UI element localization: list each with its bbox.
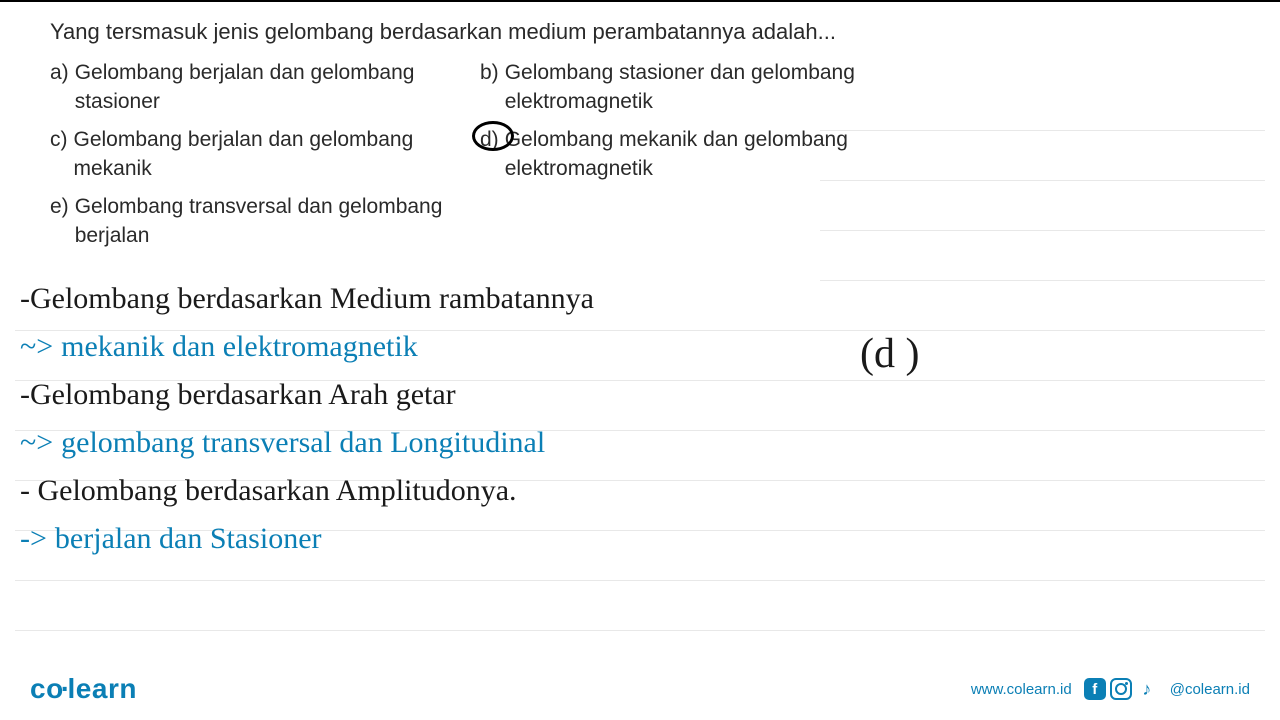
option-a: a) Gelombang berjalan dan gelombang stas… [50, 58, 450, 117]
option-text-d: Gelombang mekanik dan gelombang elektrom… [505, 125, 880, 184]
option-d: d) Gelombang mekanik dan gelombang elekt… [480, 125, 880, 184]
facebook-icon: f [1084, 678, 1106, 700]
option-c: c) Gelombang berjalan dan gelombang meka… [50, 125, 450, 184]
top-border [0, 0, 1280, 2]
option-text-b: Gelombang stasioner dan gelombang elektr… [505, 58, 880, 117]
handwriting-line-6: ->berjalan dan Stasioner [20, 515, 1260, 563]
question-text: Yang tersmasuk jenis gelombang berdasark… [50, 15, 1230, 48]
option-label-d: d) [480, 125, 499, 154]
option-label-c: c) [50, 125, 68, 154]
option-text-e: Gelombang transversal dan gelombang berj… [75, 192, 450, 251]
option-text-c: Gelombang berjalan dan gelombang mekanik [74, 125, 451, 184]
brand-logo: co·learn [30, 673, 137, 705]
footer: co·learn www.colearn.id f ♪ @colearn.id [0, 670, 1280, 720]
handwriting-line-1: -Gelombang berdasarkan Medium rambatanny… [20, 275, 1260, 323]
handwriting-line-5: - Gelombang berdasarkan Amplitudonya. [20, 467, 1260, 515]
option-b: b) Gelombang stasioner dan gelombang ele… [480, 58, 880, 117]
option-label-e: e) [50, 192, 69, 221]
footer-handle: @colearn.id [1170, 681, 1250, 698]
answer-marker: (d ) [860, 330, 919, 378]
question-section: Yang tersmasuk jenis gelombang berdasark… [0, 0, 1280, 250]
handwriting-line-2: ~>mekanik dan elektromagnetik [20, 323, 1260, 371]
option-label-b: b) [480, 58, 499, 87]
social-icons: f ♪ [1084, 678, 1158, 700]
option-label-a: a) [50, 58, 69, 87]
option-text-a: Gelombang berjalan dan gelombang stasion… [75, 58, 450, 117]
handwriting-line-4: ~>gelombang transversal dan Longitudinal [20, 419, 1260, 467]
footer-url: www.colearn.id [971, 681, 1072, 698]
options-grid: a) Gelombang berjalan dan gelombang stas… [50, 58, 1230, 250]
option-e: e) Gelombang transversal dan gelombang b… [50, 192, 450, 251]
footer-right: www.colearn.id f ♪ @colearn.id [971, 678, 1250, 700]
instagram-icon [1110, 678, 1132, 700]
tiktok-icon: ♪ [1136, 678, 1158, 700]
handwriting-section: -Gelombang berdasarkan Medium rambatanny… [0, 275, 1280, 563]
handwriting-line-3: -Gelombang berdasarkan Arah getar [20, 371, 1260, 419]
